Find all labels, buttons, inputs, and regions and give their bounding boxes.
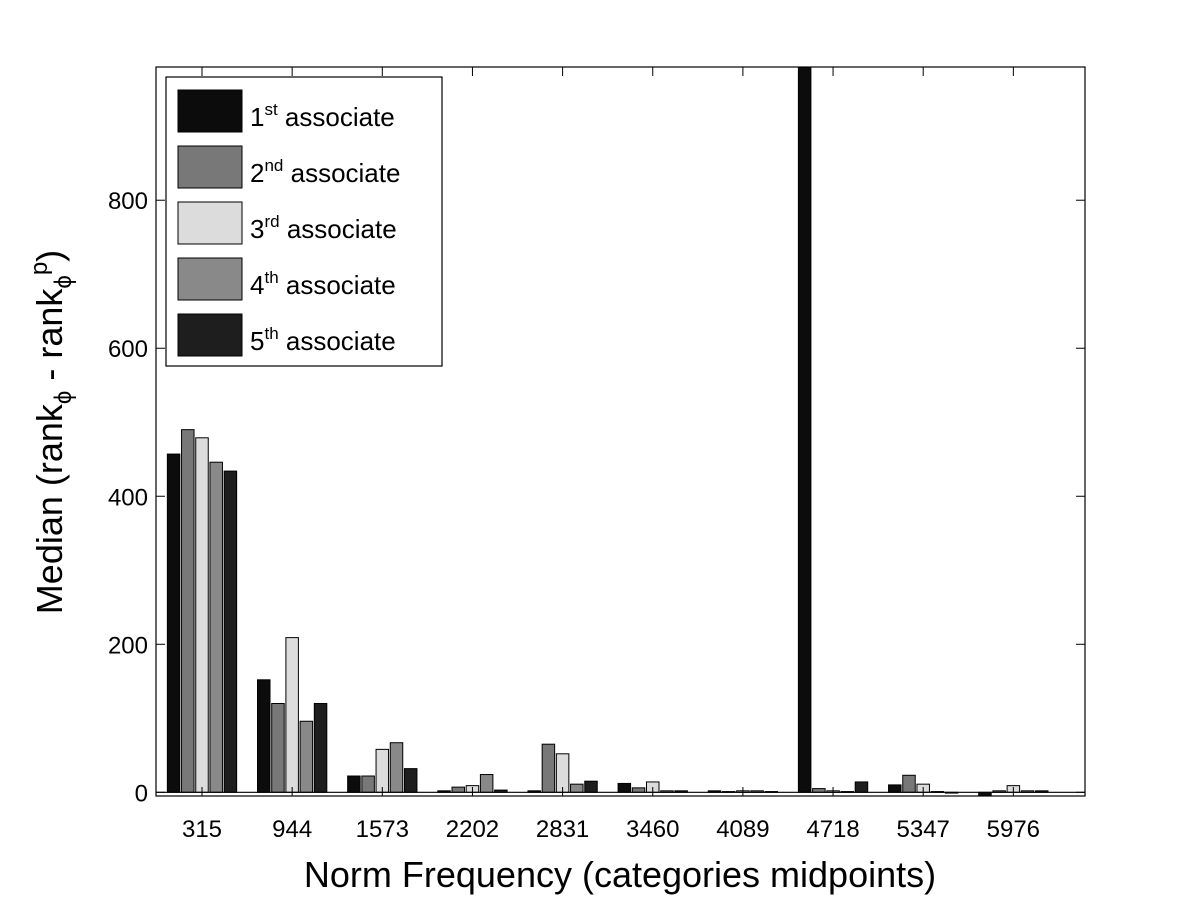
legend-ordinal: 4: [250, 270, 264, 300]
legend-word: associate: [279, 326, 396, 356]
bar-944-series-4: [299, 720, 314, 793]
legend-suffix: nd: [264, 156, 283, 175]
bar-4718-series-5: [854, 781, 869, 793]
bar-1573-series-2: [361, 775, 375, 793]
bar-2202-series-4: [479, 774, 494, 793]
legend-label-1: 1st associate: [250, 100, 395, 132]
legend-swatch-1: [177, 89, 243, 133]
legend-label-2: 2nd associate: [250, 156, 400, 188]
y-tick-label: 800: [108, 188, 148, 215]
y-axis-title: Median (rankϕ - rankϕp): [26, 250, 77, 614]
bar-2202-series-2: [451, 786, 465, 793]
bar-1573-series-4: [389, 742, 404, 793]
y-tick-label: 400: [108, 484, 148, 511]
bars-layer: [166, 67, 1049, 796]
legend-ordinal: 2: [250, 158, 264, 188]
legend-suffix: th: [264, 268, 278, 287]
y-tick-label: 600: [108, 336, 148, 363]
bar-315-series-3: [195, 437, 209, 793]
legend-label-5: 5th associate: [250, 324, 396, 356]
legend-word: associate: [283, 158, 400, 188]
x-tick-label: 4718: [806, 816, 859, 843]
bar-5347-series-1: [888, 784, 902, 793]
y-tick-label: 0: [135, 780, 148, 807]
legend-ordinal: 1: [250, 102, 264, 132]
bar-315-series-5: [223, 470, 238, 793]
y-title-sup-2: p: [26, 262, 53, 275]
x-axis-title: Norm Frequency (categories midpoints): [304, 854, 936, 895]
bar-2831-series-3: [555, 753, 570, 793]
bar-1573-series-5: [403, 768, 418, 793]
x-tick-label: 4089: [716, 816, 769, 843]
x-tick-label: 3460: [626, 816, 679, 843]
legend-ordinal: 3: [250, 214, 264, 244]
y-title-mid: - rank: [29, 288, 70, 391]
legend-word: associate: [278, 102, 395, 132]
y-title-sub-2: ϕ: [50, 275, 77, 288]
legend-suffix: th: [264, 324, 278, 343]
bar-315-series-2: [181, 429, 195, 793]
legend-swatch-2: [177, 145, 243, 189]
x-tick-label: 944: [272, 816, 312, 843]
plot-frame: [155, 66, 1086, 797]
bar-2831-series-2: [541, 743, 556, 793]
bar-2831-series-5: [584, 780, 598, 793]
legend-swatch-4: [177, 257, 243, 301]
y-title-sub-1: ϕ: [50, 391, 77, 404]
x-tick-label: 5347: [897, 816, 950, 843]
legend-suffix: rd: [264, 212, 279, 231]
legend-ordinal: 5: [250, 326, 264, 356]
x-tick-label: 315: [182, 816, 222, 843]
bar-4718-series-1: [797, 67, 812, 793]
legend-suffix: st: [264, 100, 278, 119]
legend-word: associate: [280, 214, 397, 244]
bar-1573-series-3: [375, 748, 390, 793]
x-tick-label: 5976: [987, 816, 1040, 843]
bar-315-series-4: [209, 461, 223, 793]
bar-315-series-1: [166, 453, 181, 793]
legend-swatch-5: [177, 313, 243, 357]
legend-word: associate: [279, 270, 396, 300]
bar-944-series-2: [271, 702, 285, 793]
legend-label-3: 3rd associate: [250, 212, 397, 244]
bar-944-series-3: [285, 637, 299, 793]
bar-1573-series-1: [347, 775, 361, 793]
legend-label-4: 4th associate: [250, 268, 396, 300]
bar-3460-series-1: [617, 782, 632, 793]
x-tick-label: 1573: [356, 816, 409, 843]
y-title-main: Median (rank: [29, 403, 70, 614]
legend-swatch-3: [177, 201, 243, 245]
bar-944-series-5: [313, 702, 328, 793]
y-tick-label: 200: [108, 632, 148, 659]
bar-5347-series-2: [902, 774, 916, 793]
x-tick-label: 2202: [446, 816, 499, 843]
bar-2831-series-4: [570, 783, 584, 793]
bar-3460-series-2: [631, 787, 646, 793]
bar-944-series-1: [257, 679, 271, 793]
x-tick-label: 2831: [536, 816, 589, 843]
y-title-close: ): [29, 250, 70, 262]
axis-titles: Norm Frequency (categories midpoints) Med…: [26, 250, 936, 895]
